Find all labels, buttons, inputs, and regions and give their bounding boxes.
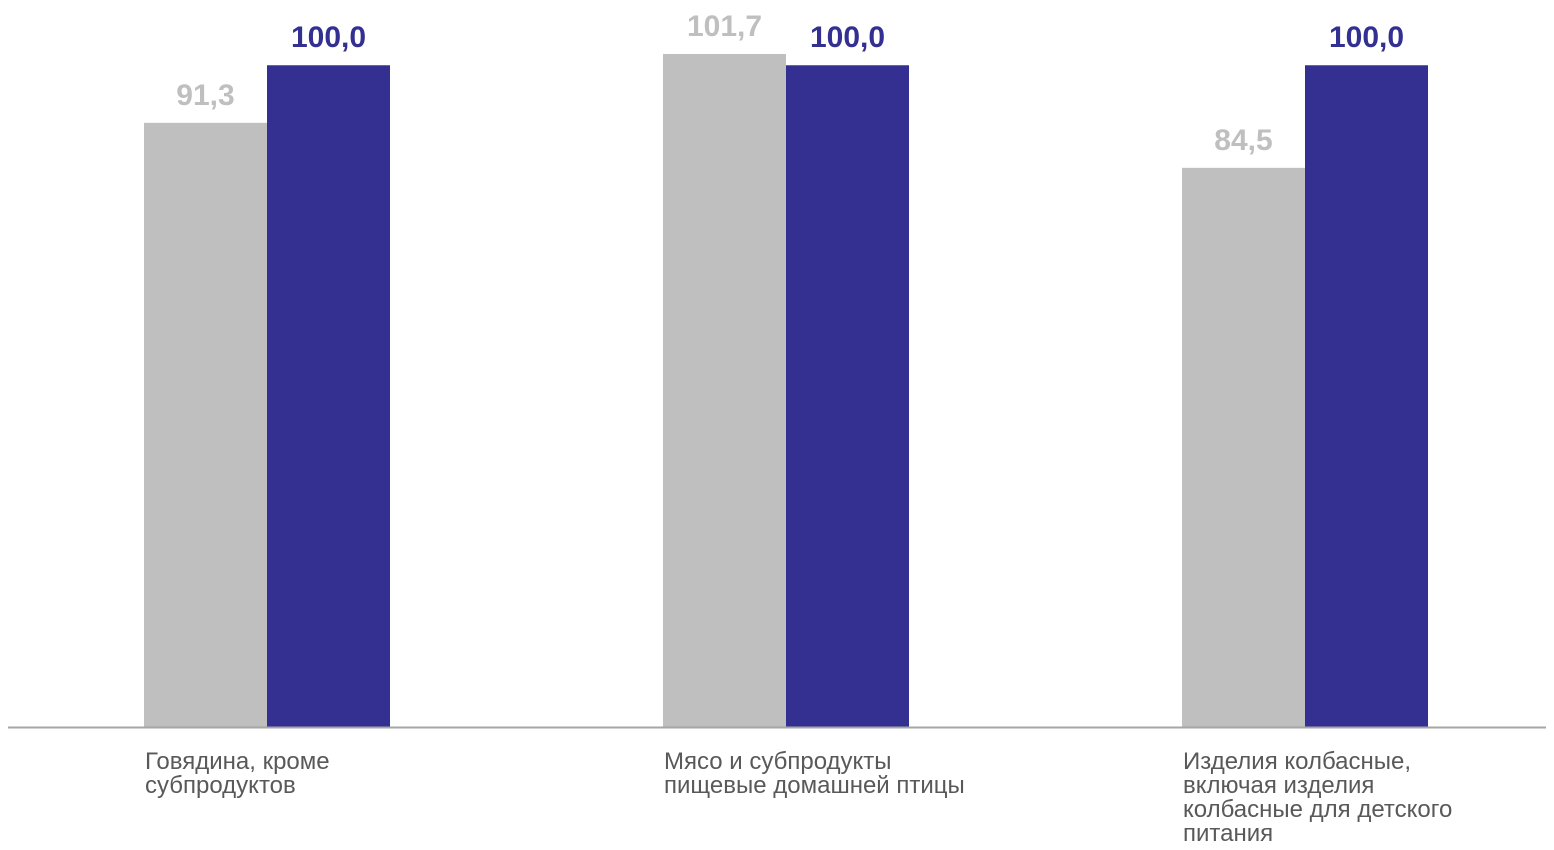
bar-series-1-category-1: [144, 122, 267, 728]
category-label-1: Говядина, кроме субпродуктов: [145, 748, 330, 799]
data-label-series-1-category-3: 84,5: [1214, 124, 1272, 157]
bar-series-2-category-1: [267, 65, 390, 727]
bar-series-1-category-3: [1182, 167, 1305, 727]
data-label-series-1-category-2: 101,7: [687, 10, 762, 43]
bar-series-2-category-3: [1305, 65, 1428, 727]
category-label-2: Мясо и субпродукты пищевые домашней птиц…: [664, 748, 965, 799]
data-label-series-2-category-3: 100,0: [1329, 21, 1404, 54]
bar-series-1-category-2: [663, 54, 786, 727]
data-label-series-2-category-1: 100,0: [291, 21, 366, 54]
bar-series-2-category-2: [786, 65, 909, 727]
data-label-series-1-category-1: 91,3: [176, 79, 234, 112]
data-label-series-2-category-2: 100,0: [810, 21, 885, 54]
category-label-3: Изделия колбасные, включая изделия колба…: [1183, 748, 1453, 847]
